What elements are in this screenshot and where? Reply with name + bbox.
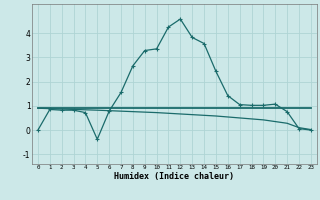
X-axis label: Humidex (Indice chaleur): Humidex (Indice chaleur): [115, 172, 234, 181]
